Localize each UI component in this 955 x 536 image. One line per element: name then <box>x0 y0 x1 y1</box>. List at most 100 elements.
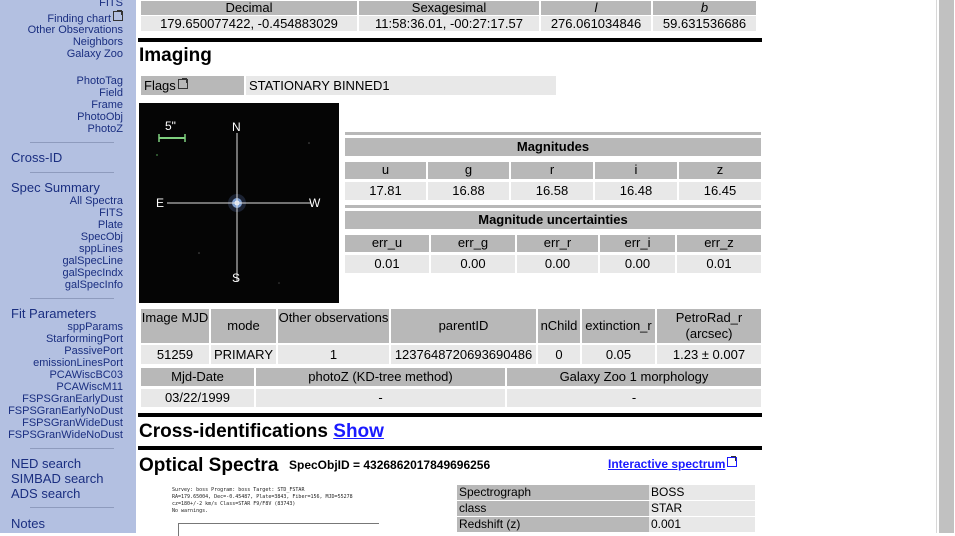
obs-header-other-observations: Other observations <box>278 309 389 343</box>
sky-image-svg <box>156 133 311 284</box>
sidebar-link-pcawiscm11[interactable]: PCAWiscM11 <box>56 381 123 393</box>
obs-header-petrorad: PetroRad_r (arcsec) <box>657 309 761 343</box>
scale-bar-label: 5" <box>165 119 176 133</box>
spectrum-plot-frame <box>178 523 379 536</box>
sidebar-link-neighbors[interactable]: Neighbors <box>72 36 123 48</box>
sidebar-link-fspsgranearlynodust[interactable]: FSPSGranEarlyNoDust <box>8 405 123 417</box>
obs-value-petrorad: 1.23 ± 0.007 <box>657 345 761 364</box>
sidebar-link-fspsgranearlydust[interactable]: FSPSGranEarlyDust <box>22 393 123 405</box>
spec-key: Spectrograph <box>457 485 649 500</box>
obs-value-mode: PRIMARY <box>211 345 276 364</box>
mag-err-header: err_r <box>517 235 598 252</box>
mag-header: r <box>511 162 593 179</box>
sidebar-link-fspsgranwidedust[interactable]: FSPSGranWideDust <box>22 417 123 429</box>
flags-value: STATIONARY BINNED1 <box>246 76 556 95</box>
sidebar-link-other-observations[interactable]: Other Observations <box>27 24 123 36</box>
spectrum-thumb-line: cz=180+/-2 km/s Class=STAR F9/F8V (83743… <box>172 501 296 507</box>
coord-value-sexagesimal: 11:58:36.01, -00:27:17.57 <box>359 16 539 31</box>
obs-header-extinction: extinction_r <box>582 309 655 343</box>
sidebar-link-spplines[interactable]: sppLines <box>78 243 123 255</box>
obs-header-mode: mode <box>211 309 276 343</box>
sidebar-link-fspsgranwidenodust[interactable]: FSPSGranWideNoDust <box>8 429 123 441</box>
sidebar-link-ads-search[interactable]: ADS search <box>11 486 81 501</box>
misc-header-photoz: photoZ (KD-tree method) <box>256 368 505 386</box>
sidebar-link-pcawiscbc03[interactable]: PCAWiscBC03 <box>49 369 123 381</box>
sidebar-link-spec-fits[interactable]: FITS <box>99 207 123 219</box>
specobjid-label: SpecObjID = 4326862017849696256 <box>289 458 491 472</box>
coord-header-decimal: Decimal <box>141 1 357 15</box>
sidebar-link-ned-search[interactable]: NED search <box>11 456 82 471</box>
sidebar-link-fits[interactable]: FITS <box>99 0 123 9</box>
sidebar-divider <box>30 172 114 173</box>
spectrum-thumbnail[interactable]: Survey: boss Program: boss Target: STD_F… <box>172 487 422 536</box>
sidebar-link-specobj[interactable]: SpecObj <box>80 231 123 243</box>
sidebar-link-sppparams[interactable]: sppParams <box>67 321 123 333</box>
sidebar-link-photoobj[interactable]: PhotoObj <box>77 111 123 123</box>
spec-value: BOSS <box>649 485 755 500</box>
misc-value-photoz: - <box>256 389 505 407</box>
interactive-spectrum-label[interactable]: Interactive spectrum <box>608 457 726 471</box>
sidebar-link-galaxy-zoo[interactable]: Galaxy Zoo <box>66 48 123 60</box>
sidebar-link-all-spectra[interactable]: All Spectra <box>69 195 123 207</box>
sky-image[interactable]: 5" N S E W <box>139 103 339 303</box>
crossid-section: Cross-identifications Show <box>139 421 384 443</box>
mag-value: 16.45 <box>679 182 761 200</box>
sidebar-link-fit-parameters[interactable]: Fit Parameters <box>11 306 97 321</box>
crossid-show-link[interactable]: Show <box>333 421 384 442</box>
obs-header-image-mjd: Image MJD <box>141 309 209 343</box>
sidebar-link-galspecline[interactable]: galSpecLine <box>62 255 123 267</box>
sidebar: FITS Finding chart Other Observations Ne… <box>0 0 136 533</box>
sidebar-link-photoz[interactable]: PhotoZ <box>87 123 123 135</box>
spectrum-thumb-line: Survey: boss Program: boss Target: STD_F… <box>172 487 305 493</box>
external-link-icon <box>727 456 738 467</box>
mag-err-value: 0.00 <box>517 255 598 273</box>
sidebar-link-galspecinfo[interactable]: galSpecInfo <box>64 279 123 291</box>
coord-value-decimal: 179.650077422, -0.454883029 <box>141 16 357 31</box>
sidebar-link-finding-chart[interactable]: Finding chart <box>47 10 123 25</box>
mag-header: z <box>679 162 761 179</box>
interactive-spectrum-link[interactable]: Interactive spectrum <box>608 456 738 471</box>
mag-header: u <box>345 162 426 179</box>
external-link-icon <box>113 10 123 21</box>
obs-value-other-observations[interactable]: 1 <box>278 345 389 364</box>
misc-header-galaxy-zoo: Galaxy Zoo 1 morphology <box>507 368 761 386</box>
misc-value-mjd-date: 03/22/1999 <box>141 389 254 407</box>
sidebar-link-phototag[interactable]: PhotoTag <box>76 75 123 87</box>
obs-header-parentid: parentID <box>391 309 536 343</box>
compass-west-label: W <box>309 196 321 210</box>
flags-label[interactable]: Flags <box>144 78 176 93</box>
flags-label-cell[interactable]: Flags <box>141 76 244 95</box>
scrollbar-thumb[interactable] <box>939 0 954 533</box>
sidebar-link-passiveport[interactable]: PassivePort <box>64 345 123 357</box>
finding-chart-label[interactable]: Finding chart <box>47 13 111 25</box>
crossid-title: Cross-identifications <box>139 421 328 442</box>
spec-value: STAR <box>649 501 755 516</box>
section-divider <box>138 38 762 42</box>
sidebar-link-frame[interactable]: Frame <box>91 99 123 111</box>
mag-value: 16.58 <box>511 182 593 200</box>
compass-north-label: N <box>232 120 241 134</box>
sidebar-link-starformingport[interactable]: StarformingPort <box>45 333 123 345</box>
spec-key: class <box>457 501 649 516</box>
mag-header: i <box>595 162 677 179</box>
section-divider <box>138 446 762 450</box>
mag-value: 16.88 <box>428 182 509 200</box>
sidebar-link-field[interactable]: Field <box>99 87 123 99</box>
sidebar-link-notes[interactable]: Notes <box>11 516 45 531</box>
spectrum-thumb-line: No warnings. <box>172 508 209 514</box>
sidebar-divider <box>30 448 114 449</box>
sidebar-link-simbad-search[interactable]: SIMBAD search <box>11 471 104 486</box>
section-divider <box>138 413 762 417</box>
sidebar-link-plate[interactable]: Plate <box>97 219 123 231</box>
optical-spectra-title: Optical Spectra <box>139 455 279 476</box>
sidebar-link-galspecindx[interactable]: galSpecIndx <box>62 267 123 279</box>
mag-header: g <box>428 162 509 179</box>
obs-value-parentid: 1237648720693690486 <box>391 345 536 364</box>
mag-err-value: 0.00 <box>431 255 515 273</box>
coord-header-sexagesimal: Sexagesimal <box>359 1 539 15</box>
sidebar-link-crossid[interactable]: Cross-ID <box>11 150 63 165</box>
mag-err-header: err_z <box>677 235 761 252</box>
mag-err-title: Magnitude uncertainties <box>345 211 761 229</box>
sidebar-link-spec-summary[interactable]: Spec Summary <box>11 180 100 195</box>
sidebar-link-emissionlinesport[interactable]: emissionLinesPort <box>33 357 123 369</box>
